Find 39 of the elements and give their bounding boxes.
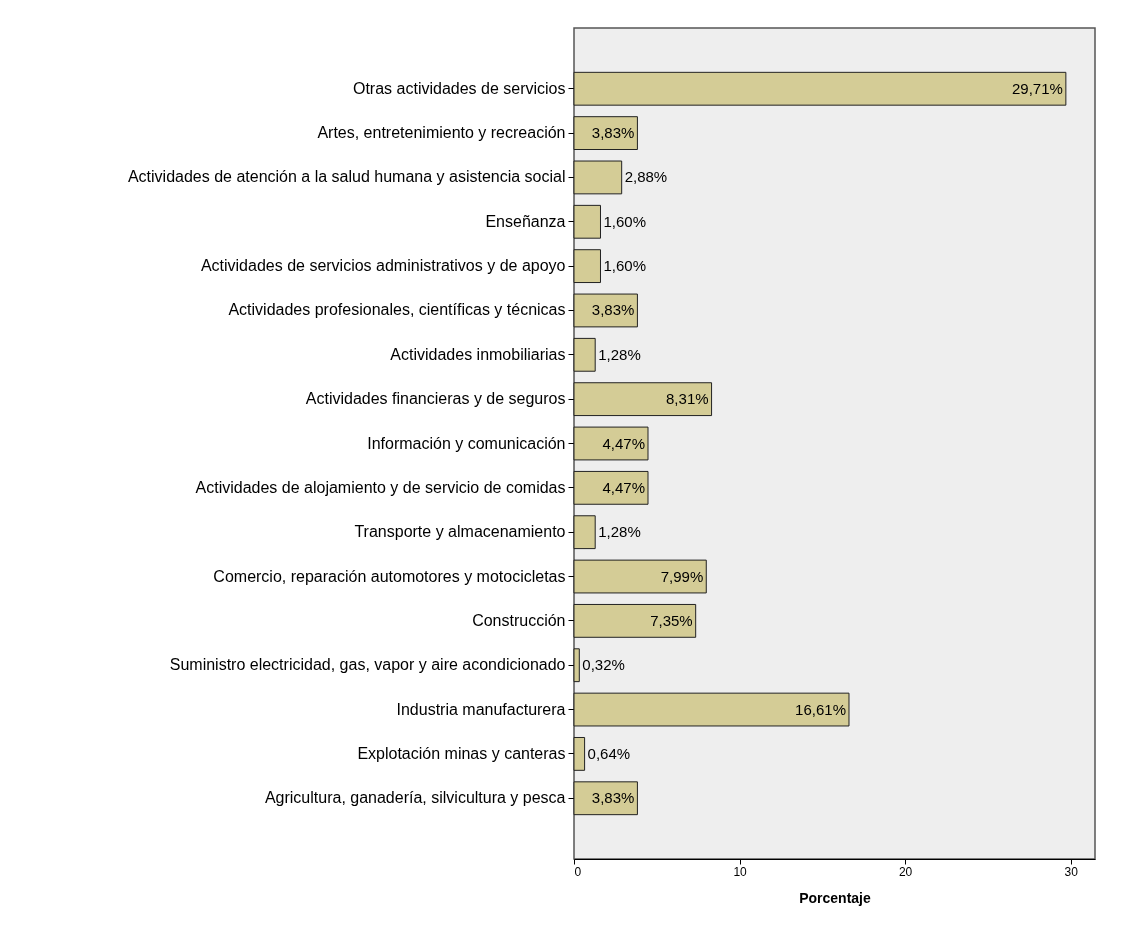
- y-tick-label: Información y comunicación: [367, 434, 566, 452]
- y-tick-label: Industria manufacturera: [396, 700, 566, 718]
- y-tick-label: Transporte y almacenamiento: [354, 523, 566, 541]
- y-tick-label: Actividades financieras y de seguros: [305, 390, 566, 408]
- data-label: 4,47%: [602, 478, 645, 496]
- data-label: 3,83%: [591, 124, 635, 142]
- data-label: 1,28%: [598, 523, 641, 541]
- y-tick-label: Artes, entretenimiento y recreación: [317, 124, 566, 142]
- data-label: 29,71%: [1011, 79, 1063, 97]
- data-label: 4,47%: [602, 434, 645, 452]
- data-label: 7,99%: [660, 567, 704, 585]
- y-tick-label: Otras actividades de servicios: [352, 79, 566, 97]
- data-label: 3,83%: [591, 301, 635, 319]
- data-label: 3,83%: [591, 789, 635, 807]
- data-label: 8,31%: [666, 390, 709, 408]
- data-label: 0,32%: [582, 656, 625, 674]
- x-tick-label: 0: [574, 864, 582, 879]
- data-label: 1,28%: [598, 345, 641, 363]
- data-label: 1,60%: [603, 257, 647, 275]
- data-label: 2,88%: [624, 168, 668, 186]
- y-tick-label: Actividades de servicios administrativos y de apoyo: [200, 257, 566, 275]
- x-tick-label: 30: [1064, 864, 1079, 879]
- y-tick-label: Actividades profesionales, científicas y técnicas: [228, 301, 566, 319]
- y-tick-label: Agricultura, ganadería, silvicultura y pesca: [264, 789, 566, 807]
- y-tick-label: Construcción: [472, 611, 566, 629]
- data-label: 1,60%: [603, 212, 647, 230]
- y-tick-label: Comercio, reparación automotores y motocicletas: [213, 567, 566, 585]
- x-tick-label: 10: [733, 864, 748, 879]
- data-label: 16,61%: [795, 700, 846, 718]
- y-tick-label: Explotación minas y canteras: [357, 744, 566, 762]
- data-label: 0,64%: [587, 744, 631, 762]
- data-label: 7,35%: [650, 611, 693, 629]
- y-tick-label: Actividades de atención a la salud humana y asistencia social: [127, 168, 566, 186]
- y-tick-label: Enseñanza: [485, 212, 566, 230]
- x-tick-label: 20: [898, 864, 913, 879]
- x-axis-title: Porcentaje: [799, 889, 871, 906]
- y-tick-label: Actividades inmobiliarias: [390, 345, 566, 363]
- y-tick-label: Suministro electricidad, gas, vapor y aire acondicionado: [169, 656, 566, 674]
- y-tick-label: Actividades de alojamiento y de servicio de comidas: [195, 478, 566, 496]
